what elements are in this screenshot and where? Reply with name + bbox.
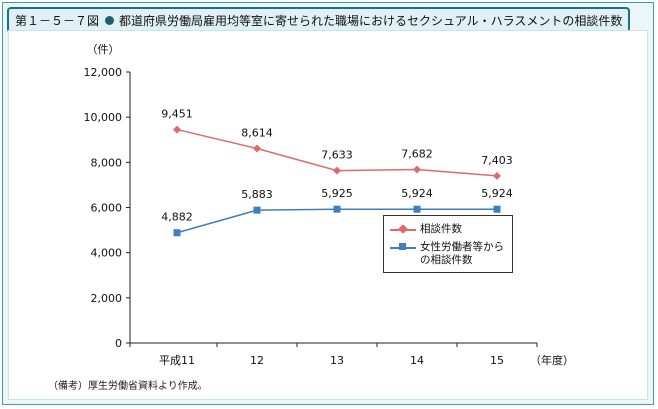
y-tick-label: 6,000 <box>91 202 123 215</box>
x-tick-label: 12 <box>250 354 264 367</box>
legend-item-women-consultations: 女性労働者等から の相談件数 <box>390 241 504 267</box>
y-tick-label: 12,000 <box>84 66 123 79</box>
x-tick-label: 平成11 <box>159 354 195 367</box>
data-point-diamond <box>413 165 421 174</box>
legend-swatch-square <box>390 241 416 253</box>
data-label: 7,633 <box>321 149 353 162</box>
source-note: （備考）厚生労働省資料より作成。 <box>48 381 208 392</box>
x-tick-label: 14 <box>410 354 424 367</box>
data-point-diamond <box>173 125 181 134</box>
data-label: 7,403 <box>481 154 513 167</box>
data-point-diamond <box>493 171 501 180</box>
legend-label: 相談件数 <box>420 223 462 235</box>
data-label: 5,925 <box>321 187 353 200</box>
legend-swatch-diamond <box>390 223 416 235</box>
bullet-icon <box>105 15 115 25</box>
data-label: 5,883 <box>241 188 273 201</box>
chart-marks <box>173 125 501 237</box>
chart-panel <box>8 30 648 400</box>
legend-label: 女性労働者等から の相談件数 <box>420 241 504 266</box>
y-tick-label: 4,000 <box>91 247 123 260</box>
figure-number: 第１－５－７図 <box>15 13 100 28</box>
figure-title-bar: 第１－５－７図 都道府県労働局雇用均等室に寄せられた職場におけるセクシュアル・ハ… <box>7 7 631 33</box>
data-point-diamond <box>253 144 261 153</box>
data-point-square <box>253 206 261 214</box>
y-tick-label: 10,000 <box>84 111 123 124</box>
chart-legend: 相談件数 女性労働者等から の相談件数 <box>383 215 513 273</box>
data-label: 8,614 <box>241 126 273 139</box>
y-axis-unit-label: （件） <box>87 43 120 56</box>
data-label: 7,682 <box>401 148 433 161</box>
data-point-square <box>173 229 181 237</box>
x-tick-label: 15 <box>490 354 504 367</box>
data-label: 5,924 <box>481 187 513 200</box>
data-point-square <box>333 205 341 213</box>
data-label: 5,924 <box>401 187 433 200</box>
data-point-square <box>493 205 501 213</box>
chart-labels: 9,451 8,614 7,633 7,682 7,403 4,882 5,883 5,925… <box>161 108 513 224</box>
x-tick-label: 13 <box>330 354 344 367</box>
data-label: 9,451 <box>161 108 193 121</box>
y-tick-label: 8,000 <box>91 156 123 169</box>
x-axis-unit-label: （年度） <box>530 353 574 367</box>
chart-axes: 0 2,000 4,000 6,000 8,000 10,000 12,000 （件） 平成11… <box>84 43 575 367</box>
data-point-diamond <box>333 166 341 175</box>
y-tick-label: 0 <box>115 337 122 350</box>
data-label: 4,882 <box>161 211 193 224</box>
data-point-square <box>413 205 421 213</box>
figure-title: 都道府県労働局雇用均等室に寄せられた職場におけるセクシュアル・ハラスメントの相談… <box>119 13 623 28</box>
y-tick-label: 2,000 <box>91 292 123 305</box>
legend-item-consultations: 相談件数 <box>390 223 462 236</box>
